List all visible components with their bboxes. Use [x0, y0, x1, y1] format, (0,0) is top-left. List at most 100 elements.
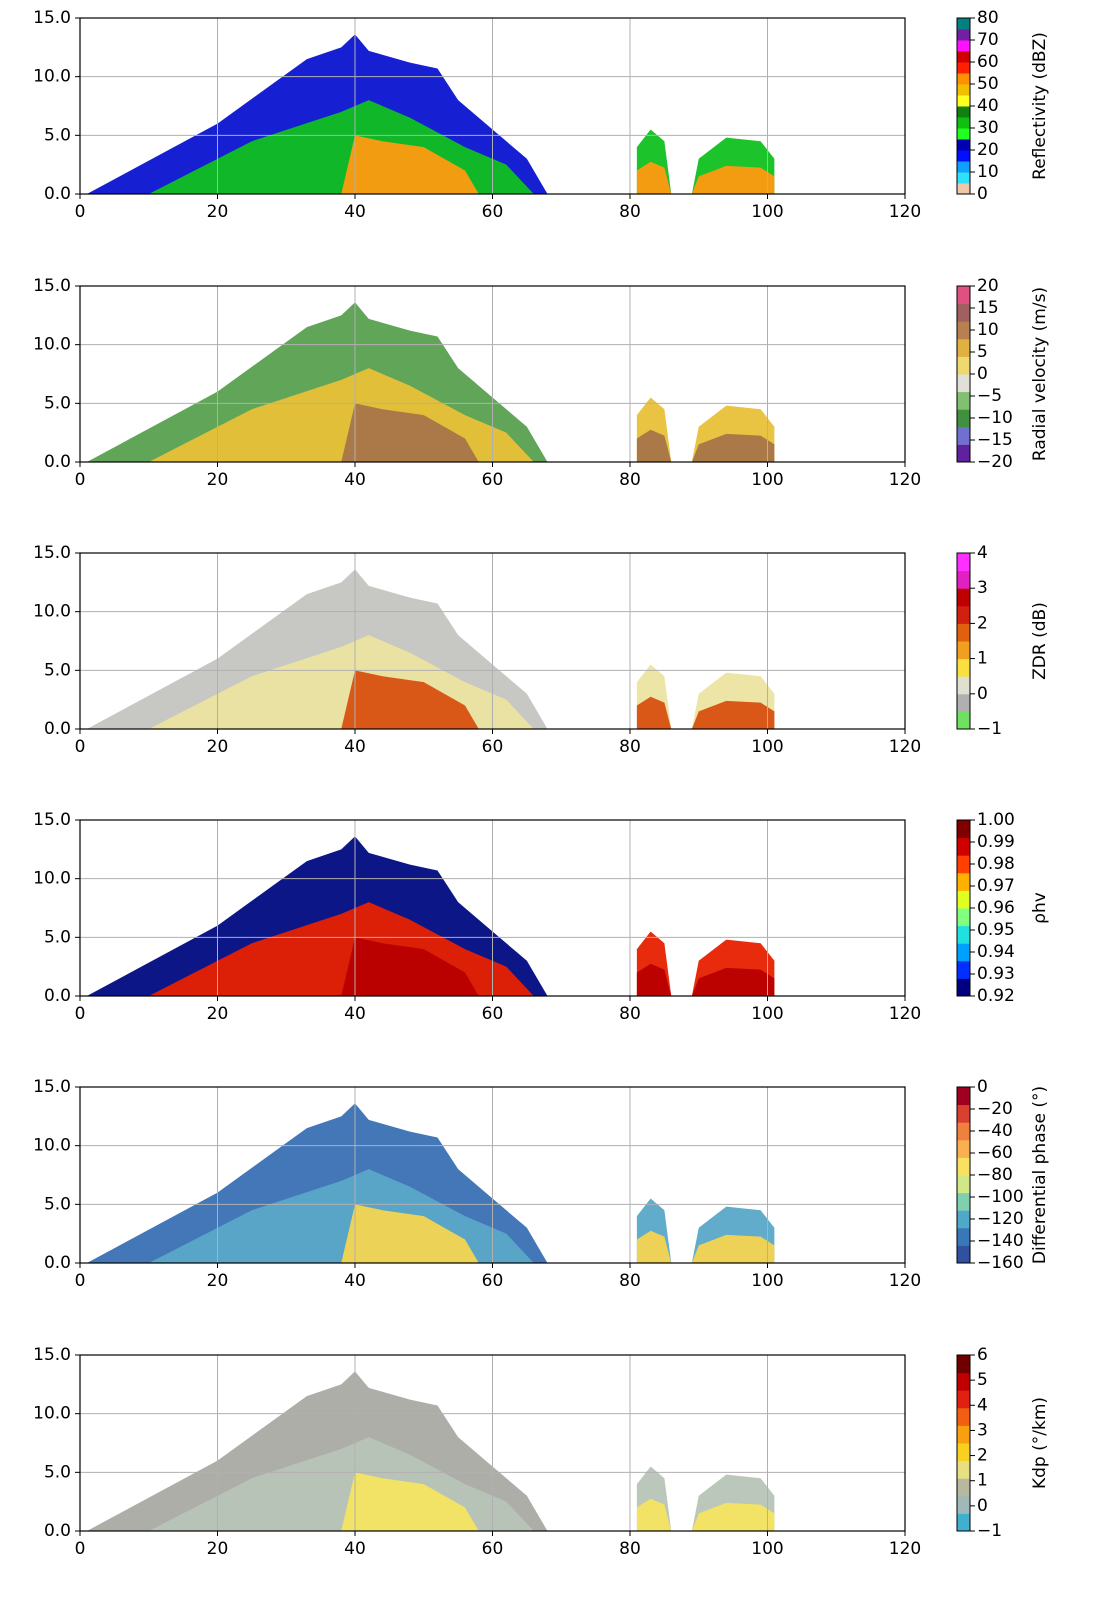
- colorbar-segment: [957, 693, 970, 712]
- x-tick-label: 20: [207, 1539, 229, 1559]
- colorbar-tick-label: 0: [977, 1496, 988, 1516]
- colorbar-segment: [957, 890, 970, 909]
- x-tick-label: 100: [751, 470, 783, 490]
- y-tick-label: 15.0: [33, 543, 71, 563]
- colorbar-tick-label: 0.98: [977, 854, 1015, 874]
- colorbar-tick-label: 30: [977, 118, 999, 138]
- y-tick-label: 5.0: [44, 125, 71, 145]
- x-tick-label: 0: [75, 737, 86, 757]
- y-tick-label: 5.0: [44, 393, 71, 413]
- colorbar-frame: [956, 552, 971, 730]
- colorbar-segment: [957, 128, 970, 140]
- colorbar-segment: [957, 711, 970, 730]
- echo-region: [636, 963, 672, 996]
- x-tick-label: 80: [619, 202, 641, 222]
- colorbar-segment: [957, 658, 970, 677]
- colorbar-tick-label: 10: [977, 162, 999, 182]
- colorbar-segment: [957, 1495, 970, 1514]
- plot-frame: [79, 17, 906, 195]
- colorbar-tick-label: 0.94: [977, 942, 1015, 962]
- echo-region: [691, 165, 775, 194]
- colorbar-tick-label: 3: [977, 578, 988, 598]
- echo-region: [636, 429, 672, 462]
- colorbar-tick-label: 0.95: [977, 920, 1015, 940]
- colorbar-tick-label: 0.93: [977, 964, 1015, 984]
- colorbar-segment: [957, 1443, 970, 1462]
- y-tick-label: 0.0: [44, 452, 71, 472]
- y-tick-label: 0.0: [44, 1253, 71, 1273]
- colorbar-tick-label: 50: [977, 74, 999, 94]
- colorbar-tick-label: −5: [977, 386, 1002, 406]
- colorbar-segment: [957, 374, 970, 393]
- y-tick-label: 0.0: [44, 1521, 71, 1541]
- colorbar-segment: [957, 908, 970, 927]
- colorbar-segment: [957, 1245, 970, 1264]
- colorbar-tick-label: −20: [977, 1099, 1013, 1119]
- colorbar-frame: [956, 1354, 971, 1532]
- colorbar-segment: [957, 183, 970, 195]
- colorbar-tick-label: 5: [977, 342, 988, 362]
- y-tick-label: 10.0: [33, 1404, 71, 1424]
- colorbar-tick-label: 2: [977, 1446, 988, 1466]
- colorbar-segment: [957, 150, 970, 162]
- colorbar-tick-label: 1: [977, 649, 988, 669]
- colorbar-segment: [957, 426, 970, 445]
- colorbar-segment: [957, 1087, 970, 1106]
- plot-frame: [79, 285, 906, 463]
- colorbar-segment: [957, 84, 970, 96]
- x-tick-label: 40: [344, 1004, 366, 1024]
- colorbar-segment: [957, 95, 970, 107]
- x-tick-label: 120: [889, 202, 921, 222]
- x-tick-label: 40: [344, 1271, 366, 1291]
- x-tick-label: 0: [75, 202, 86, 222]
- x-tick-label: 100: [751, 737, 783, 757]
- echo-region: [691, 1502, 775, 1531]
- colorbar-tick-label: 20: [977, 140, 999, 160]
- x-tick-label: 60: [482, 1004, 504, 1024]
- colorbar-segment: [957, 338, 970, 357]
- x-tick-label: 20: [207, 202, 229, 222]
- colorbar-tick-label: −80: [977, 1165, 1013, 1185]
- x-tick-label: 60: [482, 1271, 504, 1291]
- colorbar-label: Kdp (°/km): [1030, 1397, 1050, 1489]
- x-tick-label: 120: [889, 1004, 921, 1024]
- colorbar-segment: [957, 820, 970, 839]
- y-tick-label: 10.0: [33, 67, 71, 87]
- colorbar-segment: [957, 943, 970, 962]
- x-tick-label: 100: [751, 1539, 783, 1559]
- colorbar-tick-label: 0.97: [977, 876, 1015, 896]
- colorbar-label: ZDR (dB): [1030, 602, 1050, 680]
- y-tick-label: 10.0: [33, 335, 71, 355]
- x-tick-label: 80: [619, 1539, 641, 1559]
- echo-region: [636, 1498, 672, 1531]
- colorbar-segment: [957, 1157, 970, 1176]
- x-tick-label: 0: [75, 1271, 86, 1291]
- colorbar-segment: [957, 1210, 970, 1229]
- x-tick-label: 60: [482, 737, 504, 757]
- y-tick-label: 10.0: [33, 1136, 71, 1156]
- x-tick-label: 80: [619, 1271, 641, 1291]
- x-tick-label: 20: [207, 470, 229, 490]
- colorbar-segment: [957, 51, 970, 63]
- y-tick-label: 10.0: [33, 869, 71, 889]
- colorbar-tick-label: −15: [977, 430, 1013, 450]
- y-tick-label: 0.0: [44, 184, 71, 204]
- echo-region: [691, 967, 775, 996]
- x-tick-label: 60: [482, 1539, 504, 1559]
- colorbar-segment: [957, 106, 970, 118]
- colorbar-segment: [957, 623, 970, 642]
- colorbar-segment: [957, 1139, 970, 1158]
- colorbar-segment: [957, 286, 970, 305]
- colorbar-segment: [957, 925, 970, 944]
- colorbar-segment: [957, 117, 970, 129]
- colorbar-segment: [957, 570, 970, 589]
- x-tick-label: 60: [482, 470, 504, 490]
- colorbar-label: ρhv: [1030, 892, 1050, 924]
- colorbar-segment: [957, 1104, 970, 1123]
- colorbar-tick-label: 20: [977, 276, 999, 296]
- colorbar-segment: [957, 855, 970, 874]
- y-tick-label: 15.0: [33, 1077, 71, 1097]
- colorbar-tick-label: 0: [977, 184, 988, 204]
- colorbar-segment: [957, 588, 970, 607]
